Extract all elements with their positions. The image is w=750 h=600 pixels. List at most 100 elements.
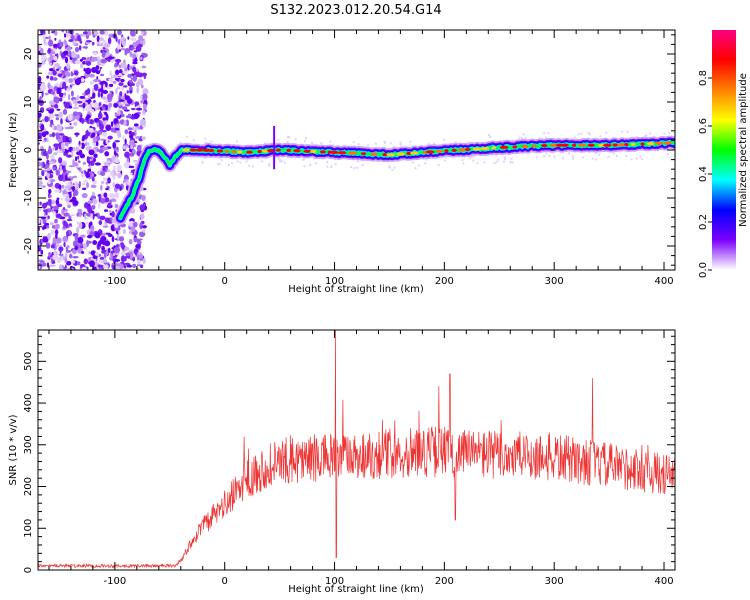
noise-speck	[54, 63, 60, 68]
noise-speck	[70, 90, 74, 97]
noise-speck	[139, 94, 143, 99]
ridge-halo-speck	[399, 141, 402, 144]
noise-speck	[82, 31, 88, 35]
y-tick-label: 0	[23, 147, 34, 153]
ridge-halo-speck	[510, 157, 513, 160]
noise-speck	[64, 252, 68, 259]
noise-speck	[97, 264, 104, 268]
noise-speck	[122, 95, 125, 100]
noise-speck	[110, 93, 114, 98]
noise-speck	[53, 55, 58, 61]
noise-speck	[135, 81, 140, 88]
noise-speck	[50, 119, 54, 125]
noise-speck	[40, 84, 47, 91]
noise-speck	[80, 234, 86, 238]
noise-speck	[104, 43, 111, 48]
noise-speck	[72, 256, 79, 259]
noise-speck	[98, 258, 104, 264]
noise-speck	[129, 172, 133, 175]
ridge-peak-core	[630, 142, 636, 146]
noise-speck	[62, 236, 68, 243]
ridge-halo-speck	[302, 158, 305, 161]
noise-speck	[68, 253, 73, 259]
noise-speck	[133, 123, 139, 127]
ridge-halo-speck	[461, 159, 464, 162]
noise-speck	[67, 204, 71, 209]
noise-speck	[132, 256, 136, 262]
noise-speck	[84, 89, 91, 96]
noise-speck	[138, 104, 141, 108]
ridge-halo-speck	[653, 135, 656, 138]
noise-speck	[91, 191, 95, 196]
noise-speck	[90, 225, 95, 232]
ridge-halo-speck	[218, 162, 221, 165]
ridge-halo-speck	[635, 157, 638, 160]
noise-speck	[56, 124, 63, 132]
noise-speck	[66, 218, 73, 222]
noise-speck	[114, 113, 120, 117]
noise-speck	[110, 121, 114, 128]
noise-speck	[48, 198, 52, 205]
noise-speck	[48, 160, 55, 165]
noise-speck	[58, 157, 63, 164]
noise-speck	[78, 45, 82, 51]
noise-speck	[108, 210, 112, 213]
noise-speck	[82, 46, 89, 49]
ridge-peak-core	[549, 143, 559, 147]
ridge-halo-speck	[562, 157, 565, 160]
ridge-halo-speck	[221, 159, 224, 162]
noise-speck	[92, 136, 97, 144]
noise-speck	[79, 242, 84, 247]
ridge-halo-speck	[411, 161, 414, 164]
ridge-halo-speck	[392, 146, 395, 149]
noise-speck	[74, 103, 78, 107]
noise-speck	[117, 30, 122, 36]
ridge-halo-speck	[357, 160, 360, 163]
ridge-halo-speck	[503, 158, 506, 161]
noise-speck	[130, 77, 135, 80]
noise-speck	[74, 46, 80, 53]
noise-speck	[62, 207, 66, 210]
noise-speck	[122, 70, 128, 75]
noise-speck	[81, 137, 85, 142]
noise-speck	[52, 166, 56, 170]
noise-speck	[63, 33, 67, 38]
noise-speck	[64, 213, 70, 217]
ridge-peak-core	[330, 150, 339, 155]
noise-speck	[52, 43, 59, 48]
noise-speck	[76, 151, 82, 156]
ridge-peak-core	[310, 149, 317, 154]
noise-speck	[44, 137, 47, 142]
noise-speck	[124, 246, 130, 251]
noise-speck	[83, 139, 88, 143]
noise-speck	[88, 149, 95, 156]
colorbar-tick-label: 0.8	[698, 70, 709, 86]
noise-speck	[48, 39, 54, 47]
noise-speck	[105, 187, 109, 191]
noise-speck	[74, 245, 79, 251]
figure-title: S132.2023.012.20.54.G14	[270, 3, 441, 18]
noise-speck	[114, 62, 118, 68]
noise-speck	[129, 220, 134, 224]
noise-speck	[44, 222, 50, 226]
x-tick-label: 200	[435, 276, 454, 287]
noise-speck	[82, 170, 85, 178]
ridge-peak-core	[555, 143, 564, 147]
noise-speck	[55, 237, 62, 244]
noise-speck	[46, 171, 50, 179]
ridge-halo-speck	[605, 131, 608, 134]
noise-speck	[113, 102, 119, 108]
noise-speck	[101, 146, 109, 151]
noise-speck	[63, 50, 69, 56]
noise-speck	[41, 161, 44, 169]
noise-speck	[86, 212, 91, 217]
noise-speck	[85, 40, 92, 43]
y-tick-label: 400	[23, 393, 34, 412]
noise-speck	[97, 129, 103, 135]
noise-speck	[97, 91, 101, 98]
noise-speck	[89, 80, 94, 85]
noise-speck	[89, 107, 93, 113]
noise-speck	[93, 153, 98, 158]
y-tick-label: 20	[23, 48, 34, 61]
noise-speck	[119, 119, 125, 125]
